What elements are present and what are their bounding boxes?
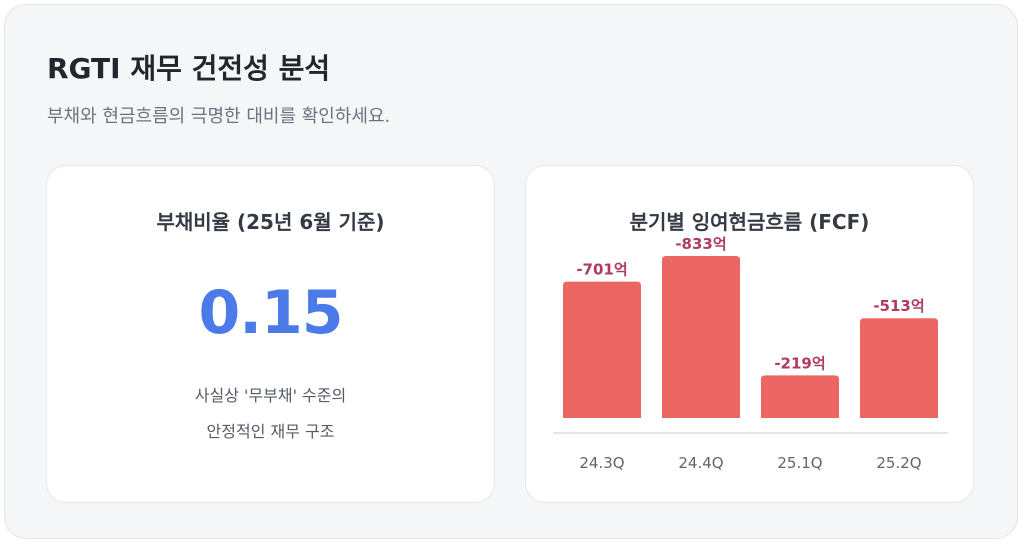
debt-ratio-title: 부채비율 (25년 6월 기준) — [156, 210, 385, 234]
fcf-value-label: -513억 — [873, 297, 924, 315]
fcf-value-label: -701억 — [576, 261, 627, 279]
debt-ratio-description-line2: 안정적인 재무 구조 — [206, 422, 335, 441]
fcf-value-label: -833억 — [675, 235, 726, 253]
fcf-bar — [662, 256, 740, 418]
analysis-panel: RGTI 재무 건전성 분석 부채와 현금흐름의 극명한 대비를 확인하세요. … — [4, 4, 1018, 539]
debt-ratio-card: 부채비율 (25년 6월 기준) 0.15 사실상 '무부채' 수준의 안정적인… — [46, 165, 495, 503]
page-title: RGTI 재무 건전성 분석 — [47, 52, 331, 85]
debt-ratio-description-line1: 사실상 '무부채' 수준의 — [194, 386, 347, 405]
fcf-bar — [761, 375, 839, 418]
fcf-chart-title: 분기별 잉여현금흐름 (FCF) — [629, 210, 870, 234]
x-tick-label: 25.2Q — [876, 454, 921, 472]
fcf-chart-card: 분기별 잉여현금흐름 (FCF) -701억 24.3Q -833억 24.4Q -21… — [525, 165, 974, 503]
x-tick-label: 24.3Q — [579, 454, 624, 472]
fcf-bar — [563, 281, 641, 418]
debt-ratio-value: 0.15 — [198, 278, 343, 348]
page-subtitle: 부채와 현금흐름의 극명한 대비를 확인하세요. — [47, 106, 391, 127]
fcf-bar-chart: -701억 24.3Q -833억 24.4Q -219억 25.1Q -513억 25.2Q — [553, 235, 948, 472]
x-tick-label: 25.1Q — [777, 454, 822, 472]
x-tick-label: 24.4Q — [678, 454, 723, 472]
fcf-value-label: -219억 — [774, 354, 825, 372]
fcf-bar — [860, 318, 938, 418]
